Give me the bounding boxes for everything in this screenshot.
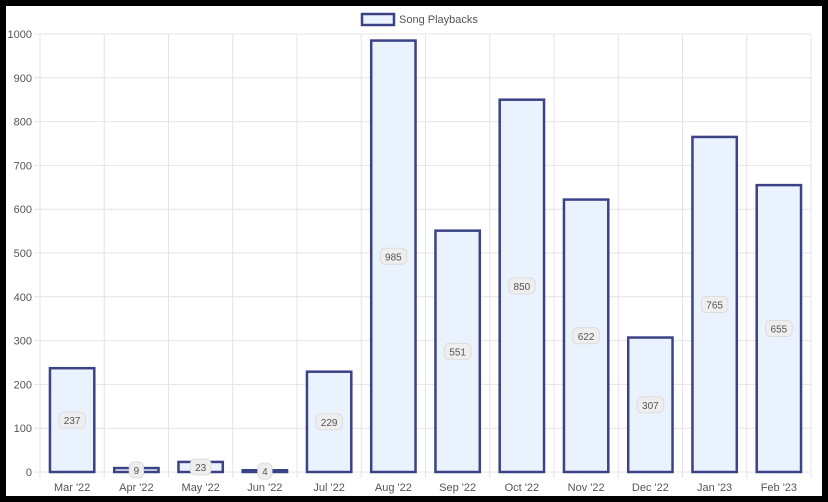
data-label: 622 (578, 332, 595, 343)
data-label: 23 (195, 463, 207, 474)
data-label-bg (508, 277, 536, 295)
data-label-bg (572, 327, 600, 345)
x-tick-label: Apr '22 (119, 482, 154, 494)
data-label-bg (58, 411, 86, 429)
data-label-bg (315, 413, 343, 431)
data-label: 229 (321, 418, 338, 429)
data-label-bg (700, 295, 729, 313)
data-label: 850 (514, 282, 531, 293)
y-tick-label: 300 (14, 336, 32, 348)
data-label: 765 (706, 300, 723, 311)
x-tick-label: Dec '22 (632, 482, 669, 494)
data-label: 655 (771, 325, 788, 336)
data-label-bg (636, 396, 665, 414)
data-label: 237 (64, 416, 81, 427)
data-label-bg (257, 462, 273, 480)
y-tick-label: 600 (14, 204, 32, 216)
data-label: 307 (642, 401, 659, 412)
y-tick-label: 800 (14, 117, 32, 129)
data-label-bg (765, 320, 793, 338)
data-label: 985 (385, 252, 402, 263)
y-axis-ticks: 0 100 200 300 400 500 600 700 800 900 1000 (8, 29, 32, 479)
data-label: 9 (134, 466, 140, 477)
bars (48, 39, 803, 474)
x-tick-label: Jul '22 (313, 482, 344, 494)
legend-label[interactable]: Song Playbacks (399, 14, 478, 26)
y-tick-label: 500 (14, 248, 32, 260)
y-tick-label: 100 (14, 423, 32, 435)
data-label-bg (189, 458, 212, 476)
x-tick-label: Mar '22 (54, 482, 90, 494)
data-label: 4 (262, 467, 268, 478)
legend[interactable]: Song Playbacks (360, 12, 478, 27)
x-tick-label: Jan '23 (697, 482, 732, 494)
x-tick-label: Jun '22 (247, 482, 282, 494)
legend-swatch[interactable] (360, 12, 396, 27)
data-label-bg (379, 247, 408, 265)
data-labels: 237 9 23 4 229 985 551 850 622 307 765 655 (58, 247, 793, 480)
y-tick-label: 200 (14, 379, 32, 391)
chart-panel: 0 100 200 300 400 500 600 700 800 900 1000 Mar '22… (6, 6, 822, 496)
bar-chart: 0 100 200 300 400 500 600 700 800 900 1000 Mar '22… (8, 12, 812, 494)
x-tick-label: Sep '22 (439, 482, 476, 494)
data-label-bg (443, 342, 472, 360)
data-label: 551 (449, 347, 466, 358)
x-tick-label: Aug '22 (375, 482, 412, 494)
x-tick-label: May '22 (182, 482, 220, 494)
data-label-bg (128, 461, 144, 479)
x-tick-label: Nov '22 (568, 482, 605, 494)
y-tick-label: 0 (26, 467, 32, 479)
x-tick-label: Oct '22 (505, 482, 540, 494)
x-axis-ticks: Mar '22 Apr '22 May '22 Jun '22 Jul '22 Aug '… (54, 482, 797, 494)
y-tick-label: 400 (14, 292, 32, 304)
y-tick-label: 700 (14, 160, 32, 172)
y-tick-label: 900 (14, 73, 32, 85)
y-tick-label: 1000 (8, 29, 32, 41)
x-tick-label: Feb '23 (761, 482, 797, 494)
grid-layer (34, 33, 812, 478)
